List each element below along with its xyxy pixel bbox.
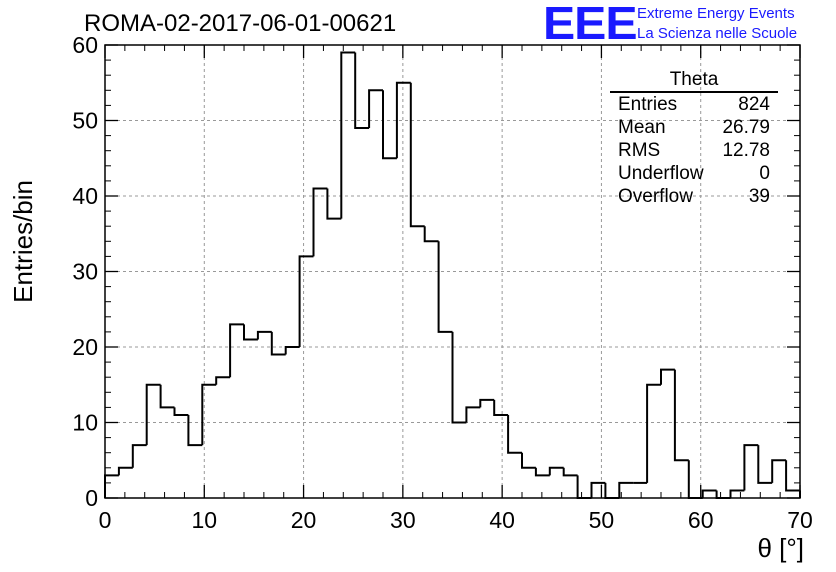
histogram-bin: [145, 383, 161, 446]
stats-value: 12.78: [722, 140, 770, 161]
histogram-bin: [562, 467, 578, 477]
histogram-bin: [270, 331, 286, 356]
stats-label: Mean: [618, 117, 666, 138]
histogram-bin: [395, 81, 411, 159]
histogram-bin: [660, 368, 675, 385]
stats-label: RMS: [618, 140, 661, 161]
stats-row-underflow: Underflow 0: [610, 162, 778, 185]
histogram-bin: [451, 331, 467, 424]
histogram-bin: [771, 459, 787, 483]
y-tick-label: 60: [72, 32, 98, 58]
x-axis-label: θ [°]: [757, 533, 804, 563]
eee-logo: EEE: [543, 0, 638, 49]
histogram-bin: [312, 187, 328, 257]
histogram-bin: [173, 407, 189, 416]
histogram-bin: [243, 324, 258, 341]
y-tick-label: 0: [85, 485, 98, 511]
histogram-bin: [215, 376, 231, 385]
histogram-bin: [590, 481, 606, 498]
stats-title: Theta: [610, 70, 778, 93]
x-tick-label: 10: [191, 507, 217, 533]
y-tick-label: 50: [72, 108, 98, 134]
histogram-bin: [201, 383, 217, 446]
histogram-bin: [534, 467, 550, 477]
x-tick-label: 40: [489, 507, 515, 533]
histogram-bin: [284, 346, 300, 355]
histogram-bin: [493, 399, 509, 416]
histogram-bin: [479, 398, 495, 408]
histogram-bin: [757, 445, 773, 484]
x-tick-label: 50: [589, 507, 615, 533]
histogram-bin: [409, 82, 425, 228]
histogram-bin: [618, 481, 634, 498]
histogram-bin: [507, 414, 522, 454]
histogram-bin: [159, 384, 175, 409]
stats-value: 39: [748, 186, 770, 207]
histogram-bin: [576, 475, 592, 499]
y-tick-label: 10: [72, 410, 98, 436]
histogram-bin: [326, 188, 342, 220]
histogram-bin: [715, 490, 731, 499]
histogram-bin: [548, 466, 564, 476]
histogram-bin: [256, 330, 272, 340]
histogram-bin: [743, 444, 759, 491]
y-axis-label-container: Entries/bin: [8, 180, 38, 303]
histogram-bin: [368, 89, 383, 129]
stats-row-overflow: Overflow 39: [610, 185, 778, 208]
x-tick-label: 0: [99, 507, 112, 533]
histogram-bin: [229, 323, 244, 378]
x-tick-label: 30: [390, 507, 416, 533]
histogram-bin: [785, 460, 800, 492]
org-name-line2: La Scienza nelle Scuole: [637, 25, 798, 42]
run-title: ROMA-02-2017-06-01-00621: [84, 10, 397, 37]
histogram-bin: [701, 489, 717, 498]
histogram-bin: [298, 255, 314, 347]
histogram-bin: [423, 226, 439, 243]
histogram-bin: [687, 460, 703, 499]
y-tick-label: 40: [72, 183, 98, 209]
org-name-line1: Extreme Energy Events: [637, 5, 795, 22]
stats-row-rms: RMS 12.78: [610, 139, 778, 162]
histogram-bin: [340, 51, 356, 219]
histogram-bin: [104, 474, 119, 498]
stats-row-mean: Mean 26.79: [610, 116, 778, 139]
x-tick-label: 20: [291, 507, 317, 533]
histogram-bin: [131, 444, 147, 468]
x-tick-label: 70: [787, 507, 813, 533]
stats-label: Underflow: [618, 163, 704, 184]
histogram-bin: [604, 482, 620, 499]
stats-label: Overflow: [618, 186, 693, 207]
histogram-bin: [465, 406, 481, 423]
stats-value: 824: [738, 94, 770, 115]
histogram-bin: [437, 241, 453, 333]
histogram-bin: [729, 489, 745, 498]
stats-value: 26.79: [722, 117, 770, 138]
y-tick-label: 30: [72, 259, 98, 285]
stats-box: Theta Entries 824 Mean 26.79 RMS 12.78 U…: [610, 70, 778, 208]
stats-value: 0: [759, 163, 770, 184]
histogram-bin: [117, 466, 133, 476]
histogram-bin: [673, 369, 689, 462]
stats-label: Entries: [618, 94, 678, 115]
x-tick-label: 60: [688, 507, 714, 533]
histogram-bin: [521, 452, 536, 469]
histogram-bin: [187, 414, 203, 447]
histogram-bin: [354, 52, 370, 130]
stats-row-entries: Entries 824: [610, 93, 778, 116]
y-axis-label: Entries/bin: [8, 180, 38, 303]
histogram-bin: [382, 90, 397, 160]
histogram-bin: [646, 383, 661, 483]
y-tick-label: 20: [72, 334, 98, 360]
